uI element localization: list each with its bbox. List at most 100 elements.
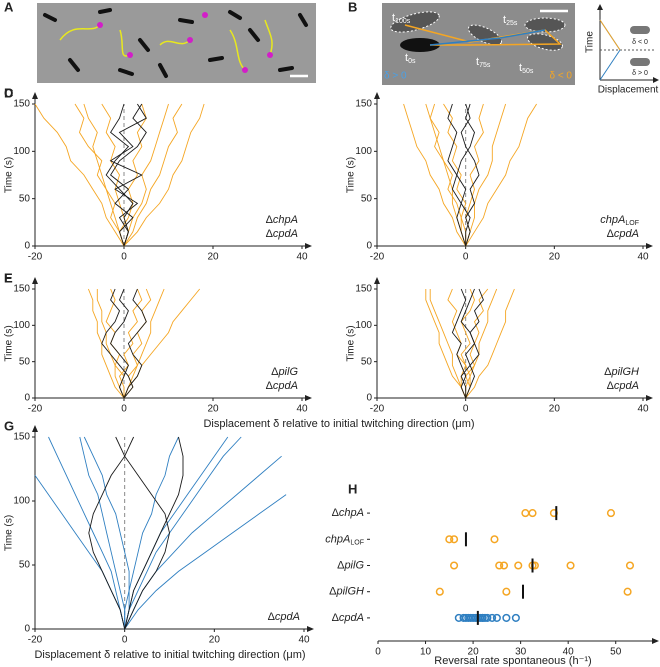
y-axis-label: Time (s) <box>4 325 15 361</box>
data-point <box>435 587 444 596</box>
label-part: pilG <box>277 366 298 378</box>
label-part: chpA <box>273 214 298 226</box>
trajectory <box>105 103 134 247</box>
x-axis-label: Displacement δ relative to initial twitc… <box>203 418 474 430</box>
trajectory <box>110 288 129 399</box>
panel-label: G <box>4 418 14 433</box>
trajectory <box>429 103 467 247</box>
label-part: Δ <box>604 366 612 378</box>
x-tick-label: 40 <box>563 647 575 658</box>
y-tick-label: 50 <box>19 356 31 367</box>
label-part: LOF <box>625 220 639 227</box>
label-part: Δ <box>607 380 615 392</box>
label-part: cpdA <box>614 380 639 392</box>
trajectory <box>123 103 183 247</box>
sign-label: δ < 0 <box>549 71 572 82</box>
data-point <box>499 561 509 570</box>
x-tick-label: 30 <box>515 647 527 658</box>
axis-arrow <box>305 395 312 401</box>
axis-arrow <box>374 277 380 284</box>
trajectory <box>456 103 475 246</box>
schematic-ylabel: Time <box>585 31 596 53</box>
trajectory <box>74 103 125 247</box>
annotation: ΔpilGH <box>604 366 639 378</box>
trajectory <box>460 288 476 398</box>
trajectory <box>101 288 134 399</box>
x-tick-label: 0 <box>121 404 127 415</box>
trajectory <box>115 436 170 630</box>
y-tick-label: 150 <box>13 99 30 110</box>
x-tick-label: 20 <box>549 252 561 263</box>
label-part: cpdA <box>339 612 364 624</box>
trajectory <box>118 288 143 398</box>
data-point <box>450 535 459 544</box>
trajectory <box>403 103 467 247</box>
label-part: 0s <box>408 58 416 65</box>
annotation: ΔchpA <box>266 214 298 226</box>
y-tick-label: 50 <box>361 193 373 204</box>
y-tick-label: 0 <box>24 241 30 252</box>
x-tick-label: 40 <box>296 404 308 415</box>
trajectory <box>110 103 147 247</box>
label-part: chpA <box>339 507 364 519</box>
x-axis-label: Reversal rate spontaneous (h⁻¹) <box>434 655 591 667</box>
axis-arrow <box>305 243 312 249</box>
panel-label: H <box>348 481 357 496</box>
y-tick-label: 0 <box>366 241 372 252</box>
trajectory <box>123 288 201 399</box>
panel-label: B <box>348 0 357 14</box>
data-point <box>478 613 487 622</box>
x-axis-label: Displacement δ relative to initial twitc… <box>34 649 305 661</box>
x-tick-label: -20 <box>28 404 43 415</box>
micrograph-b <box>382 3 575 85</box>
y-tick-label: 0 <box>366 393 372 404</box>
data-point <box>514 561 523 570</box>
panel-label: D <box>4 85 13 100</box>
category-label: ΔchpA <box>332 507 364 519</box>
x-tick-label: 0 <box>375 647 381 658</box>
annotation: ΔcpdA <box>607 228 639 240</box>
x-tick-label: 0 <box>121 252 127 263</box>
label-part: Δ <box>268 611 276 623</box>
y-tick-label: 0 <box>24 393 30 404</box>
label-part: t <box>503 14 506 26</box>
label-part: pilG <box>343 559 364 571</box>
label-part: Δ <box>337 559 345 571</box>
x-tick-label: 20 <box>207 404 219 415</box>
data-point <box>521 509 530 518</box>
schematic-xlabel: Displacement <box>598 85 659 96</box>
panel-label: F <box>4 270 12 285</box>
label-part: Δ <box>271 366 279 378</box>
trajectory <box>429 289 467 399</box>
trajectory <box>425 103 467 247</box>
panel-label: A <box>4 0 14 14</box>
label-part: pilGH <box>335 586 364 598</box>
trajectory <box>83 103 125 247</box>
label-part: t <box>392 12 395 24</box>
axis-arrow <box>32 92 38 99</box>
label-part: chpA <box>600 214 625 226</box>
category-label: chpALOF <box>325 533 364 546</box>
x-tick-label: 40 <box>298 635 310 646</box>
x-tick-label: -20 <box>28 252 43 263</box>
category-label: ΔpilG <box>337 559 364 571</box>
axis-arrow <box>646 243 653 249</box>
trajectory <box>79 436 126 629</box>
x-tick-label: 50 <box>610 647 622 658</box>
data-point <box>492 613 501 622</box>
label-part: 25s <box>506 20 518 27</box>
data-point <box>502 613 511 622</box>
axis-arrow <box>32 277 38 284</box>
x-tick-label: 20 <box>207 252 219 263</box>
label-part: 100s <box>395 18 411 25</box>
axis-arrow <box>307 626 314 632</box>
label-part: Δ <box>266 380 274 392</box>
label-part: 50s <box>522 68 534 75</box>
data-point <box>625 561 635 570</box>
trajectory <box>465 103 507 247</box>
label-part: cpdA <box>275 611 300 623</box>
label-part: cpdA <box>273 380 298 392</box>
data-point <box>606 509 616 518</box>
trajectory <box>465 103 537 247</box>
x-tick-label: -20 <box>370 252 385 263</box>
